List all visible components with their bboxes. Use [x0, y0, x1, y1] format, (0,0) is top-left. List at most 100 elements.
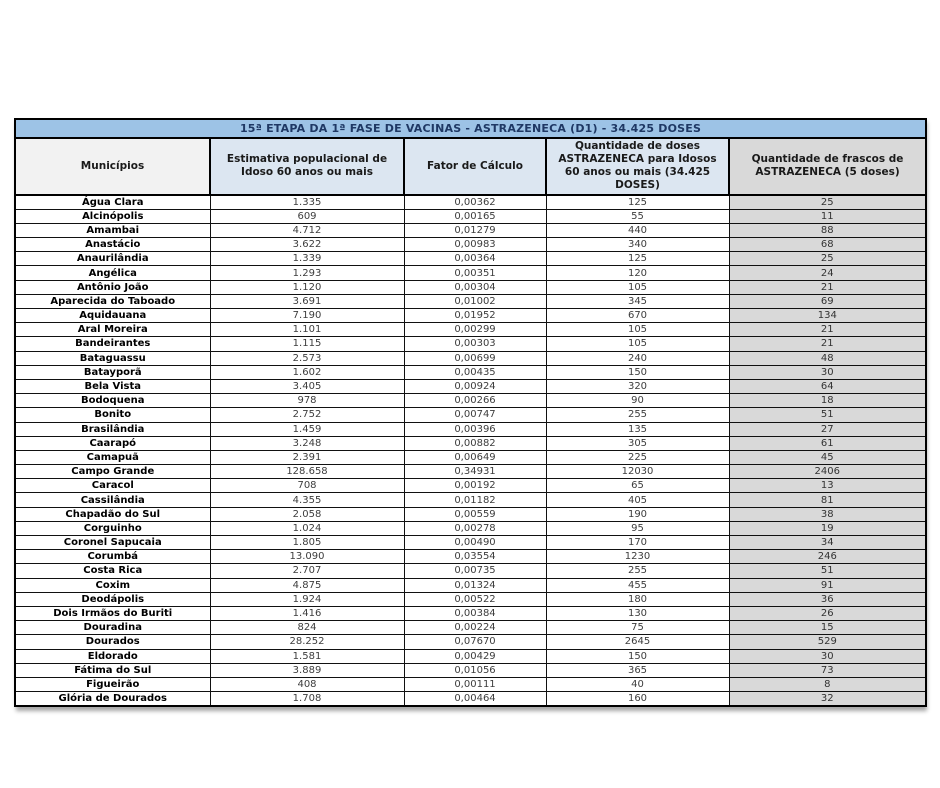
estimativa-populacional-cell: 2.707 — [209, 563, 405, 579]
estimativa-populacional-cell: 1.339 — [209, 251, 405, 267]
table-title-row: 15ª ETAPA DA 1ª FASE DE VACINAS - ASTRAZ… — [13, 118, 928, 139]
frascos-cell: 18 — [728, 393, 927, 409]
municipio-cell: Bataguassu — [14, 350, 211, 366]
fator-calculo-cell: 0,01002 — [403, 293, 547, 310]
frascos-cell: 68 — [728, 237, 927, 253]
estimativa-populacional-cell: 824 — [209, 620, 405, 636]
doses-cell: 125 — [545, 251, 730, 267]
fator-calculo-cell: 0,00490 — [403, 534, 547, 551]
frascos-cell: 134 — [728, 307, 927, 324]
table-row: Corumbá 13.090 0,03554 1230 246 — [14, 549, 927, 565]
doses-cell: 12030 — [545, 464, 730, 480]
fator-calculo-cell: 0,00649 — [403, 449, 547, 466]
fator-calculo-cell: 0,00351 — [403, 265, 547, 281]
municipio-cell: Coxim — [14, 577, 211, 593]
table-row: Corguinho 1.024 0,00278 95 19 — [14, 520, 927, 537]
fator-calculo-cell: 0,34931 — [403, 464, 547, 480]
table-row: Campo Grande 128.658 0,34931 12030 2406 — [14, 464, 927, 480]
estimativa-populacional-cell: 408 — [209, 676, 405, 693]
table-row: Deodápolis 1.924 0,00522 180 36 — [14, 591, 927, 607]
column-header-quantidade-doses: Quantidade de doses ASTRAZENECA para Ido… — [545, 137, 730, 196]
municipio-cell: Aral Moreira — [14, 322, 211, 338]
municipio-cell: Cassilândia — [14, 492, 211, 508]
municipio-cell: Amambai — [14, 222, 211, 239]
frascos-cell: 30 — [728, 364, 927, 380]
frascos-cell: 11 — [728, 208, 927, 224]
doses-cell: 90 — [545, 393, 730, 409]
municipio-cell: Fátima do Sul — [14, 662, 211, 678]
table-row: Fátima do Sul 3.889 0,01056 365 73 — [14, 662, 927, 678]
doses-cell: 320 — [545, 378, 730, 395]
frascos-cell: 38 — [728, 506, 927, 522]
table-row: Camapuã 2.391 0,00649 225 45 — [14, 449, 927, 466]
fator-calculo-cell: 0,00983 — [403, 237, 547, 253]
table-row: Alcinópolis 609 0,00165 55 11 — [14, 208, 927, 224]
frascos-cell: 51 — [728, 563, 927, 579]
table-row: Dois Irmãos do Buriti 1.416 0,00384 130 26 — [14, 605, 927, 622]
doses-cell: 2645 — [545, 634, 730, 650]
doses-cell: 255 — [545, 407, 730, 423]
doses-cell: 105 — [545, 336, 730, 352]
table-row: Cassilândia 4.355 0,01182 405 81 — [14, 492, 927, 508]
frascos-cell: 13 — [728, 478, 927, 494]
fator-calculo-cell: 0,00111 — [403, 676, 547, 693]
estimativa-populacional-cell: 7.190 — [209, 307, 405, 324]
frascos-cell: 88 — [728, 222, 927, 239]
municipio-cell: Antônio João — [14, 279, 211, 295]
municipio-cell: Coronel Sapucaia — [14, 534, 211, 551]
frascos-cell: 25 — [728, 194, 927, 210]
frascos-cell: 529 — [728, 634, 927, 650]
municipio-cell: Aquidauana — [14, 307, 211, 324]
frascos-cell: 2406 — [728, 464, 927, 480]
estimativa-populacional-cell: 1.293 — [209, 265, 405, 281]
doses-cell: 225 — [545, 449, 730, 466]
fator-calculo-cell: 0,00429 — [403, 648, 547, 664]
municipio-cell: Aparecida do Taboado — [14, 293, 211, 310]
fator-calculo-cell: 0,00464 — [403, 691, 547, 707]
table-body: Água Clara 1.335 0,00362 125 25 Alcinópolis 60… — [14, 194, 927, 707]
frascos-cell: 24 — [728, 265, 927, 281]
frascos-cell: 81 — [728, 492, 927, 508]
doses-cell: 105 — [545, 279, 730, 295]
fator-calculo-cell: 0,00165 — [403, 208, 547, 224]
doses-cell: 55 — [545, 208, 730, 224]
doses-cell: 180 — [545, 591, 730, 607]
fator-calculo-cell: 0,03554 — [403, 549, 547, 565]
table-row: Glória de Dourados 1.708 0,00464 160 32 — [14, 691, 927, 707]
table-row: Figueirão 408 0,00111 40 8 — [14, 676, 927, 693]
estimativa-populacional-cell: 28.252 — [209, 634, 405, 650]
frascos-cell: 21 — [728, 322, 927, 338]
municipio-cell: Camapuã — [14, 449, 211, 466]
doses-cell: 455 — [545, 577, 730, 593]
doses-cell: 150 — [545, 364, 730, 380]
table-row: Angélica 1.293 0,00351 120 24 — [14, 265, 927, 281]
estimativa-populacional-cell: 3.248 — [209, 435, 405, 451]
frascos-cell: 27 — [728, 421, 927, 437]
estimativa-populacional-cell: 1.459 — [209, 421, 405, 437]
frascos-cell: 61 — [728, 435, 927, 451]
estimativa-populacional-cell: 1.805 — [209, 534, 405, 551]
table-row: Eldorado 1.581 0,00429 150 30 — [14, 648, 927, 664]
municipio-cell: Deodápolis — [14, 591, 211, 607]
frascos-cell: 26 — [728, 605, 927, 622]
fator-calculo-cell: 0,00735 — [403, 563, 547, 579]
doses-cell: 65 — [545, 478, 730, 494]
fator-calculo-cell: 0,00747 — [403, 407, 547, 423]
table-row: Água Clara 1.335 0,00362 125 25 — [14, 194, 927, 210]
estimativa-populacional-cell: 1.581 — [209, 648, 405, 664]
column-header-municipios: Municípios — [14, 137, 211, 196]
table-row: Coronel Sapucaia 1.805 0,00490 170 34 — [14, 534, 927, 551]
table-row: Bodoquena 978 0,00266 90 18 — [14, 393, 927, 409]
doses-cell: 365 — [545, 662, 730, 678]
municipio-cell: Alcinópolis — [14, 208, 211, 224]
municipio-cell: Água Clara — [14, 194, 211, 210]
table-title: 15ª ETAPA DA 1ª FASE DE VACINAS - ASTRAZ… — [13, 118, 928, 139]
estimativa-populacional-cell: 1.115 — [209, 336, 405, 352]
estimativa-populacional-cell: 4.355 — [209, 492, 405, 508]
table-row: Batayporã 1.602 0,00435 150 30 — [14, 364, 927, 380]
fator-calculo-cell: 0,00304 — [403, 279, 547, 295]
fator-calculo-cell: 0,00266 — [403, 393, 547, 409]
vaccine-distribution-table: 15ª ETAPA DA 1ª FASE DE VACINAS - ASTRAZ… — [13, 118, 928, 708]
fator-calculo-cell: 0,00224 — [403, 620, 547, 636]
estimativa-populacional-cell: 128.658 — [209, 464, 405, 480]
